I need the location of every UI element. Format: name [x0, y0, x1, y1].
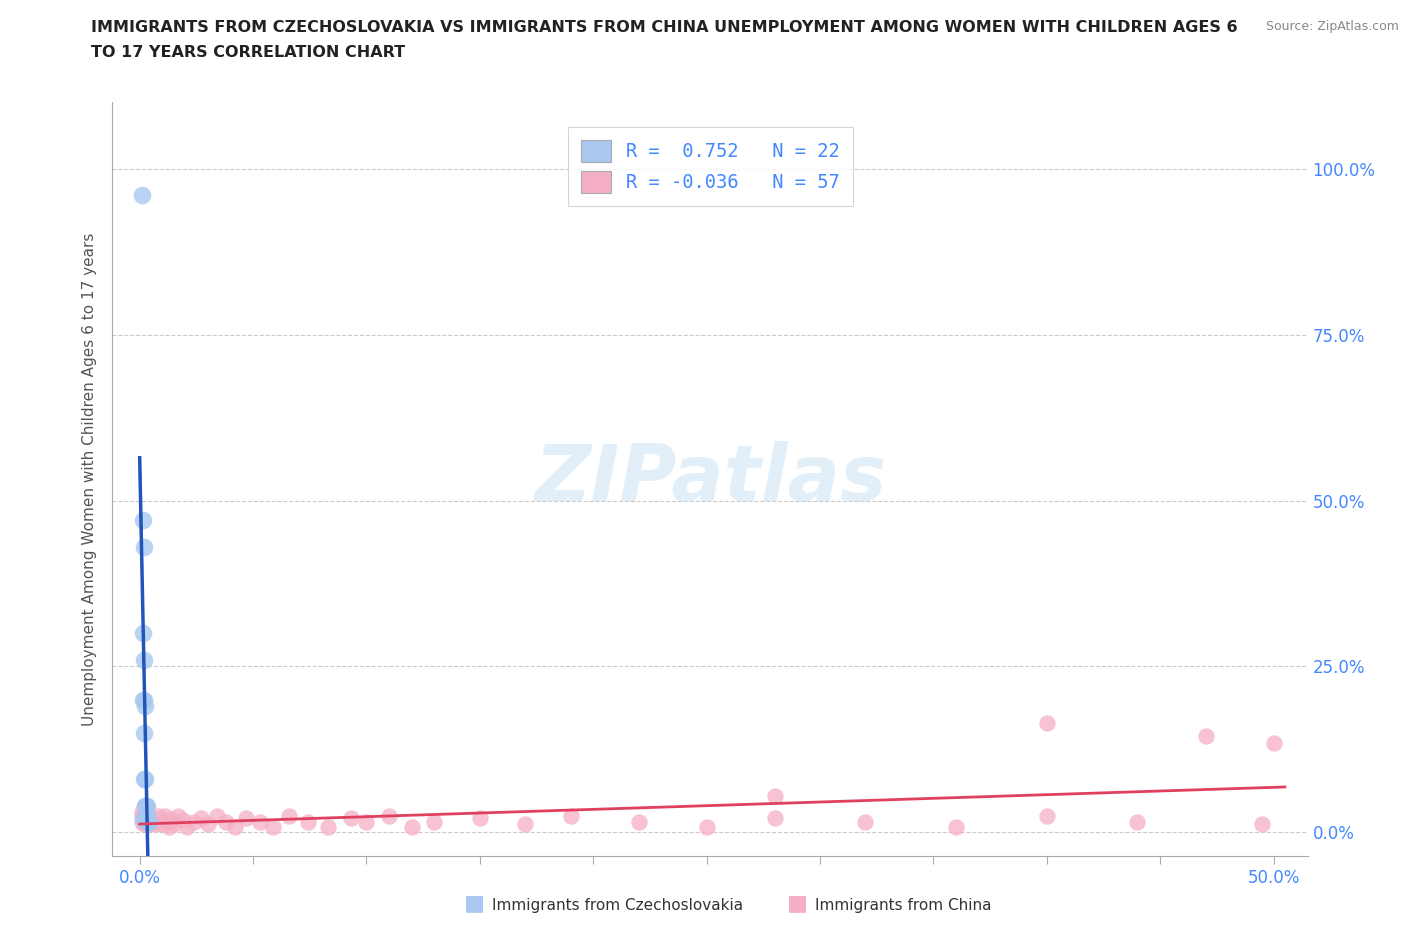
Point — [263, 819, 285, 834]
Point — [356, 815, 378, 830]
Point — [136, 815, 159, 830]
Point — [215, 815, 238, 830]
Point — [136, 806, 159, 821]
Point — [172, 813, 194, 828]
Text: TO 17 YEARS CORRELATION CHART: TO 17 YEARS CORRELATION CHART — [91, 45, 405, 60]
Point — [134, 692, 156, 707]
Legend: R =  0.752   N = 22, R = -0.036   N = 57: R = 0.752 N = 22, R = -0.036 N = 57 — [568, 126, 852, 206]
Point — [132, 725, 155, 740]
Point — [136, 798, 159, 813]
Point — [134, 698, 156, 713]
Point — [627, 815, 650, 830]
Point — [131, 812, 153, 827]
Point — [190, 810, 212, 825]
Text: Immigrants from Czechoslovakia: Immigrants from Czechoslovakia — [492, 898, 744, 913]
Point — [468, 810, 491, 825]
Point — [945, 819, 967, 834]
Point — [134, 810, 156, 825]
Point — [235, 810, 257, 825]
Point — [139, 817, 162, 831]
Point — [1036, 715, 1059, 730]
Point — [134, 798, 156, 813]
Point — [142, 813, 165, 828]
Point — [138, 815, 160, 830]
Point — [401, 819, 423, 834]
Text: IMMIGRANTS FROM CZECHOSLOVAKIA VS IMMIGRANTS FROM CHINA UNEMPLOYMENT AMONG WOMEN: IMMIGRANTS FROM CZECHOSLOVAKIA VS IMMIGR… — [91, 20, 1239, 35]
Point — [138, 813, 160, 828]
Point — [132, 652, 155, 667]
Y-axis label: Unemployment Among Women with Children Ages 6 to 17 years: Unemployment Among Women with Children A… — [82, 232, 97, 725]
Point — [1194, 729, 1216, 744]
Point — [423, 815, 446, 830]
Point — [160, 812, 183, 827]
Point — [153, 808, 176, 823]
Point — [134, 798, 156, 813]
Point — [135, 815, 157, 830]
Point — [183, 815, 205, 830]
Point — [132, 626, 155, 641]
Point — [132, 812, 155, 827]
Text: Immigrants from China: Immigrants from China — [815, 898, 993, 913]
Point — [135, 808, 157, 823]
Point — [132, 692, 155, 707]
Point — [249, 815, 271, 830]
Point — [560, 808, 582, 823]
Point — [134, 772, 156, 787]
Point — [167, 808, 190, 823]
Point — [378, 808, 401, 823]
Point — [515, 817, 537, 831]
Point — [297, 815, 319, 830]
Point — [696, 819, 718, 834]
Point — [146, 808, 169, 823]
Point — [205, 808, 228, 823]
Point — [135, 798, 157, 813]
Point — [224, 819, 246, 834]
Point — [132, 513, 155, 528]
Point — [763, 789, 786, 804]
Point — [176, 819, 198, 834]
Point — [278, 808, 301, 823]
Point — [145, 817, 167, 831]
Point — [1126, 815, 1149, 830]
Text: ■: ■ — [787, 893, 808, 913]
Text: ZIPatlas: ZIPatlas — [534, 441, 886, 517]
Point — [339, 810, 361, 825]
Point — [131, 188, 153, 203]
Point — [150, 817, 173, 831]
Point — [131, 808, 153, 823]
Point — [134, 772, 156, 787]
Point — [132, 817, 155, 831]
Point — [139, 810, 162, 825]
Point — [132, 539, 155, 554]
Point — [131, 805, 153, 820]
Point — [163, 817, 186, 831]
Text: ■: ■ — [464, 893, 485, 913]
Point — [136, 808, 159, 823]
Point — [135, 812, 157, 827]
Point — [1263, 736, 1285, 751]
Point — [156, 815, 179, 830]
Point — [197, 817, 219, 831]
Text: Source: ZipAtlas.com: Source: ZipAtlas.com — [1265, 20, 1399, 33]
Point — [853, 815, 876, 830]
Point — [763, 810, 786, 825]
Point — [134, 813, 156, 828]
Point — [316, 819, 339, 834]
Point — [131, 815, 153, 830]
Point — [1036, 808, 1059, 823]
Point — [149, 813, 172, 828]
Point — [1251, 817, 1274, 831]
Point — [157, 819, 180, 834]
Point — [136, 815, 159, 830]
